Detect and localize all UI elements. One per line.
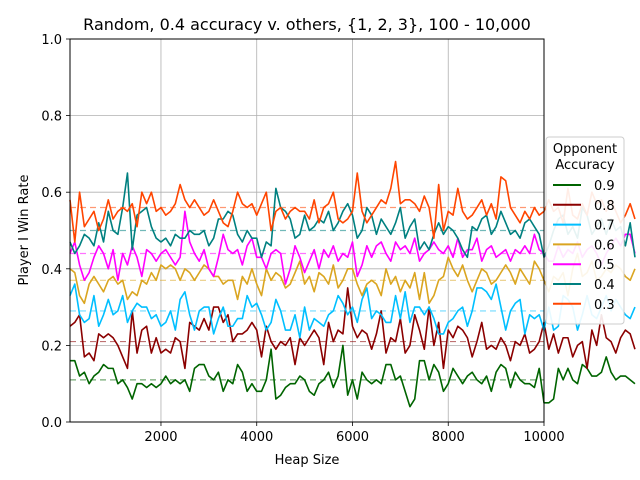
- series-line-0.7: [69, 283, 636, 339]
- legend-title-line-1: Opponent: [553, 142, 617, 157]
- y-tick-label: 1.0: [41, 33, 62, 48]
- legend-label-0.9: 0.9: [594, 179, 615, 194]
- legend-label-0.6: 0.6: [594, 238, 615, 253]
- series-line-0.8: [69, 287, 636, 370]
- y-axis-ticks: 0.0 0.2 0.4 0.6 0.8 1.0: [41, 33, 70, 431]
- x-tick-label: 2000: [144, 430, 177, 445]
- legend-box: [545, 136, 625, 325]
- y-tick-label: 0.2: [41, 339, 62, 354]
- x-tick-label: 6000: [336, 430, 369, 445]
- chart-title: Random, 0.4 accuracy v. others, {1, 2, 3…: [83, 15, 531, 34]
- series-line-0.5: [69, 210, 636, 285]
- series-line-0.9: [70, 344, 636, 408]
- series-line-0.6: [69, 252, 636, 305]
- legend-label-0.5: 0.5: [594, 258, 615, 273]
- y-tick-label: 0.0: [41, 416, 62, 431]
- series-line-0.3: [69, 160, 636, 243]
- legend: Opponent Accuracy 0.9 0.8 0.7 0.6 0.5 0.4 0.3: [545, 136, 625, 325]
- x-tick-label: 10000: [523, 430, 564, 445]
- x-tick-label: 4000: [240, 430, 273, 445]
- y-axis-label: Player I Win Rate: [17, 175, 32, 286]
- series-lines: [69, 160, 636, 408]
- x-axis-ticks: 2000 4000 6000 8000 10000: [144, 422, 565, 445]
- legend-label-0.8: 0.8: [594, 199, 615, 214]
- plot-frame: [69, 38, 545, 423]
- x-tick-label: 8000: [432, 430, 465, 445]
- legend-label-0.7: 0.7: [594, 219, 615, 234]
- y-tick-label: 0.8: [41, 110, 62, 125]
- series-line-0.4: [69, 172, 636, 259]
- y-tick-label: 0.6: [41, 186, 62, 201]
- x-axis-label: Heap Size: [275, 453, 340, 468]
- legend-items: 0.9 0.8 0.7 0.6 0.5 0.4 0.3: [553, 179, 615, 313]
- legend-label-0.3: 0.3: [594, 298, 615, 313]
- legend-label-0.4: 0.4: [594, 278, 615, 293]
- legend-title-line-2: Accuracy: [555, 158, 615, 173]
- y-tick-label: 0.4: [41, 263, 62, 278]
